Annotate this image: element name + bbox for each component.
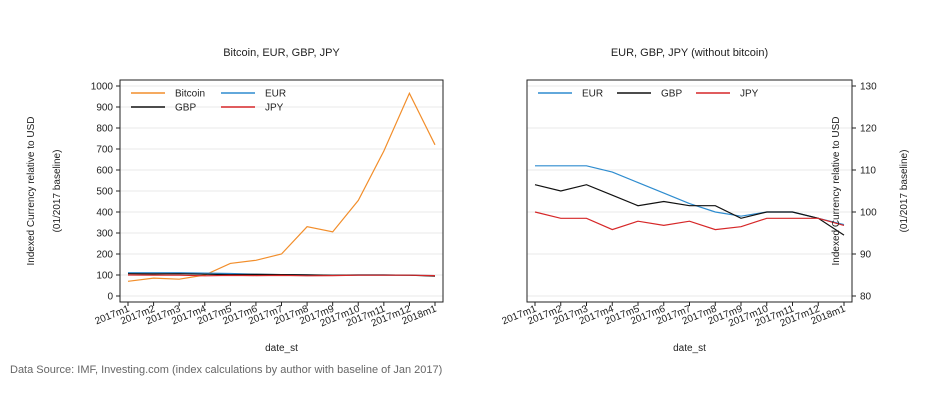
series-line-eur: [535, 165, 845, 226]
legend-label-gbp: GBP: [175, 103, 196, 114]
y-tick-label: 120: [860, 124, 877, 135]
chart-left: 010020030040050060070080090010002017m120…: [26, 47, 444, 354]
legend-label-bitcoin: Bitcoin: [175, 89, 205, 100]
y-tick-label: 500: [96, 187, 113, 198]
y-axis-label-secondary: (01/2017 baseline): [52, 150, 63, 233]
y-tick-label: 400: [96, 208, 113, 219]
series-line-gbp: [534, 184, 845, 236]
legend-label-eur: EUR: [265, 89, 286, 100]
y-tick-label: 100: [96, 271, 113, 282]
x-axis-label: date_st: [673, 343, 706, 354]
y-tick-label: 700: [96, 145, 113, 156]
plot-frame: [526, 79, 853, 303]
y-tick-label: 80: [860, 292, 872, 303]
legend-label-jpy: JPY: [740, 89, 759, 100]
y-tick-label: 100: [860, 208, 877, 219]
chart-title: EUR, GBP, JPY (without bitcoin): [611, 47, 768, 59]
y-axis-label: Indexed Currency relative to USD: [831, 117, 842, 266]
legend-label-gbp: GBP: [661, 89, 682, 100]
y-tick-label: 300: [96, 229, 113, 240]
series-line-bitcoin: [127, 91, 436, 282]
legend-label-jpy: JPY: [265, 103, 284, 114]
y-tick-label: 900: [96, 103, 113, 114]
y-axis-label-secondary: (01/2017 baseline): [899, 150, 910, 233]
y-tick-label: 600: [96, 166, 113, 177]
chart-right: 80901001101201302017m12017m22017m32017m4…: [500, 47, 910, 354]
y-axis-label: Indexed Currency relative to USD: [26, 117, 37, 266]
legend-label-eur: EUR: [582, 89, 603, 100]
series-line-jpy: [127, 274, 436, 277]
y-tick-label: 110: [860, 166, 876, 177]
chart-title: Bitcoin, EUR, GBP, JPY: [223, 47, 340, 59]
y-tick-label: 800: [96, 124, 113, 135]
data-source-note: Data Source: IMF, Investing.com (index c…: [10, 364, 442, 376]
y-tick-label: 200: [96, 250, 113, 261]
x-axis-label: date_st: [265, 343, 298, 354]
y-tick-label: 0: [107, 292, 113, 303]
y-tick-label: 90: [860, 250, 872, 261]
y-tick-label: 1000: [91, 82, 114, 93]
series-line-jpy: [534, 211, 845, 231]
y-tick-label: 130: [860, 82, 877, 93]
